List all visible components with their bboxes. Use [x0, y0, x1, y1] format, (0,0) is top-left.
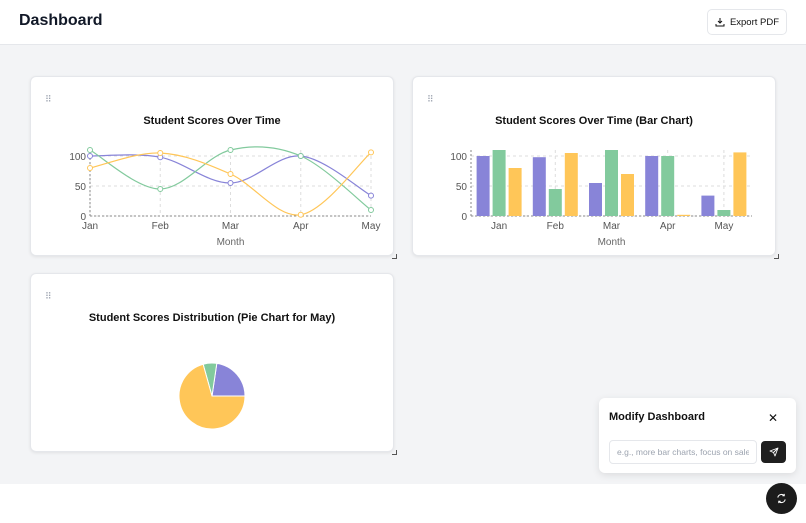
- send-icon: [769, 447, 778, 457]
- bar: [548, 189, 562, 216]
- x-axis-label: Month: [598, 237, 626, 248]
- data-point: [87, 153, 93, 159]
- bar: [733, 152, 747, 216]
- bar: [508, 168, 522, 216]
- download-icon: [715, 18, 725, 27]
- modify-dashboard-panel: Modify Dashboard ✕: [599, 398, 796, 473]
- export-pdf-button[interactable]: Export PDF: [707, 9, 787, 35]
- bar: [677, 214, 691, 216]
- y-tick-label: 100: [450, 152, 467, 163]
- x-tick-label: Jan: [82, 221, 98, 232]
- bar: [701, 195, 715, 216]
- data-point: [368, 192, 374, 199]
- y-tick-label: 50: [456, 182, 468, 193]
- x-axis-label: Month: [217, 237, 245, 248]
- bar: [621, 174, 634, 216]
- y-tick-label: 0: [461, 212, 467, 223]
- x-tick-label: Feb: [547, 221, 565, 232]
- export-label: Export PDF: [729, 16, 780, 28]
- close-icon[interactable]: ✕: [768, 411, 779, 425]
- data-point: [227, 147, 234, 153]
- x-tick-label: Mar: [222, 221, 240, 232]
- resize-handle[interactable]: [774, 254, 779, 259]
- drag-handle-icon[interactable]: ⠿: [45, 291, 52, 301]
- refresh-button[interactable]: [766, 483, 797, 514]
- bar: [605, 150, 618, 216]
- page-title: Dashboard: [19, 12, 103, 29]
- pie-slice: [178, 363, 246, 430]
- x-tick-label: Feb: [152, 221, 170, 232]
- resize-handle[interactable]: [392, 450, 397, 455]
- drag-handle-icon[interactable]: ⠿: [45, 94, 52, 104]
- send-button[interactable]: [761, 441, 786, 463]
- chart-title: Student Scores Distribution (Pie Chart f…: [88, 312, 336, 324]
- bar: [476, 156, 490, 216]
- chart-title: Student Scores Over Time: [143, 115, 281, 127]
- data-point: [368, 149, 374, 156]
- refresh-icon: [777, 493, 786, 504]
- x-tick-label: May: [362, 221, 381, 232]
- bar: [645, 156, 659, 216]
- x-tick-label: Apr: [293, 221, 309, 232]
- y-tick-label: 0: [80, 212, 86, 223]
- x-tick-label: Jan: [491, 221, 507, 232]
- data-point: [87, 165, 93, 171]
- x-tick-label: May: [714, 221, 733, 232]
- modify-prompt-input[interactable]: [609, 440, 757, 464]
- bar: [532, 157, 546, 216]
- data-point: [227, 171, 234, 177]
- data-point: [227, 180, 234, 186]
- data-point: [297, 153, 304, 159]
- bar: [564, 153, 578, 216]
- bar-chart-card[interactable]: ⠿ Student Scores Over Time (Bar Chart): [412, 76, 779, 259]
- bar: [717, 210, 731, 216]
- data-point: [157, 186, 164, 192]
- y-tick-label: 100: [69, 152, 86, 163]
- drag-handle-icon[interactable]: ⠿: [427, 94, 434, 104]
- pie-slice: [211, 362, 246, 397]
- bar: [661, 156, 675, 216]
- chart-title: Student Scores Over Time (Bar Chart): [495, 115, 693, 127]
- data-point: [157, 150, 164, 156]
- app-header: Dashboard Export PDF: [0, 0, 806, 45]
- x-tick-label: Apr: [660, 221, 676, 232]
- x-tick-label: Mar: [603, 221, 621, 232]
- y-tick-label: 50: [75, 182, 87, 193]
- data-point: [297, 211, 304, 218]
- data-point: [87, 147, 93, 153]
- bar: [492, 150, 506, 216]
- data-point: [368, 207, 374, 213]
- bar: [589, 183, 602, 216]
- panel-title: Modify Dashboard: [609, 411, 705, 423]
- resize-handle[interactable]: [392, 254, 397, 259]
